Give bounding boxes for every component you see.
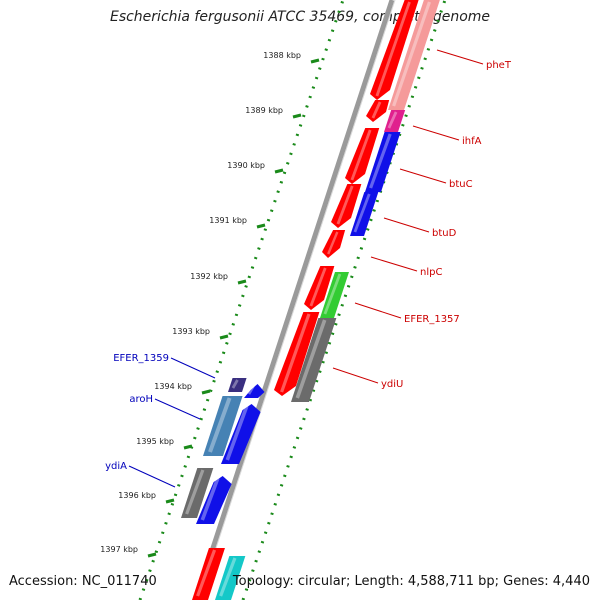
gene-label-ydiu: ydiU — [381, 379, 403, 390]
map-title: Escherichia fergusonii ATCC 35469, compl… — [109, 9, 491, 25]
tick-label: 1391 kbp — [209, 216, 247, 225]
gene-phet — [388, 0, 440, 110]
gene-forward-6 — [304, 266, 335, 310]
tick-label: 1389 kbp — [245, 106, 283, 115]
gene-forward-4-shade — [336, 185, 354, 225]
tick-label: 1396 kbp — [118, 491, 156, 500]
gene-label-nlpc: nlpC — [420, 267, 442, 278]
gene-small-forward — [366, 100, 390, 122]
gene-forward-8-shade — [196, 549, 217, 597]
tick-label: 1393 kbp — [172, 327, 210, 336]
gene-btud — [350, 192, 379, 236]
label-leader-line — [354, 302, 402, 319]
tick-label: 1397 kbp — [100, 545, 138, 554]
tick-mark — [310, 58, 320, 64]
gene-forward-7 — [274, 312, 320, 396]
gene-forward-5 — [322, 230, 346, 258]
gene-label-efer-1357: EFER_1357 — [404, 314, 460, 325]
gene-label-ydia: ydiA — [105, 461, 127, 472]
tick-label: 1392 kbp — [190, 272, 228, 281]
gene-phet-shade — [392, 1, 431, 107]
label-leader-line — [399, 168, 447, 184]
gene-btuc-shade — [369, 133, 392, 189]
gene-efer-1357 — [320, 272, 349, 318]
gene-label-aroh: aroH — [129, 394, 153, 405]
tick-mark — [183, 444, 193, 450]
gene-label-efer-1359: EFER_1359 — [113, 353, 169, 364]
gene-forward-3 — [345, 128, 380, 184]
gene-blue-3 — [196, 476, 232, 524]
gene-forward-4 — [331, 184, 362, 228]
tick-mark — [274, 168, 284, 174]
tick-mark — [219, 334, 229, 340]
label-leader-line — [154, 398, 201, 420]
tick-label: 1388 kbp — [263, 51, 301, 60]
gene-forward-6-shade — [309, 267, 327, 307]
gene-forward-5-shade — [327, 231, 339, 255]
gene-label-phet: pheT — [486, 60, 512, 71]
gene-blue-2 — [221, 404, 261, 464]
tick-mark — [165, 498, 175, 504]
gene-forward-3-shade — [350, 129, 372, 181]
label-leader-line — [170, 357, 216, 379]
gene-efer-1357-shade — [323, 273, 342, 315]
gene-ihfa — [384, 110, 406, 132]
label-leader-line — [412, 125, 460, 141]
label-leader-line — [332, 367, 379, 384]
gene-label-btud: btuD — [432, 228, 457, 239]
gene-phet-forward-shade — [375, 1, 411, 97]
label-leader-line — [128, 465, 176, 488]
gene-blue-2-shade — [225, 405, 249, 461]
gene-forward-7-shade — [280, 313, 311, 393]
tick-label: 1394 kbp — [154, 382, 192, 391]
gene-ydia-shade — [185, 469, 205, 515]
accession-text: Accession: NC_011740 — [9, 574, 157, 589]
gene-cyan-shade — [219, 557, 237, 597]
backbone-line — [193, 0, 395, 600]
topology-text: Topology: circular; Length: 4,588,711 bp… — [232, 574, 590, 589]
gene-label-ihfa: ihfA — [462, 136, 482, 147]
label-leader-line — [436, 49, 484, 65]
gene-btuc — [365, 132, 401, 192]
tick-mark — [237, 279, 247, 285]
outer-ring-line — [241, 0, 447, 600]
tick-mark — [147, 552, 157, 558]
tick-mark — [292, 113, 302, 119]
gene-ydiu-shade — [295, 319, 327, 399]
gene-small-forward-shade — [371, 101, 382, 119]
gene-efer-1359 — [228, 378, 247, 392]
gene-cyan — [215, 556, 246, 600]
gene-btud-shade — [353, 193, 371, 233]
gene-small-blue-shade — [247, 385, 255, 395]
backbone-highlight — [198, 0, 396, 600]
gene-forward-8 — [192, 548, 225, 600]
gene-small-blue — [244, 384, 265, 398]
gene-blue-3-shade — [200, 477, 220, 521]
gene-phet-forward — [370, 0, 419, 100]
gene-ydia — [181, 468, 214, 518]
tick-mark — [256, 223, 266, 229]
tick-mark — [201, 389, 211, 395]
label-leader-line — [383, 217, 430, 233]
gene-label-btuc: btuC — [449, 179, 473, 190]
label-leader-line — [370, 256, 418, 272]
gene-ydiu — [291, 318, 337, 402]
gene-aroh-shade — [208, 397, 232, 453]
tick-label: 1390 kbp — [227, 161, 265, 170]
gene-efer-1359-shade — [231, 379, 239, 389]
gene-aroh — [203, 396, 243, 456]
tick-label: 1395 kbp — [136, 437, 174, 446]
gene-ihfa-shade — [387, 111, 398, 129]
